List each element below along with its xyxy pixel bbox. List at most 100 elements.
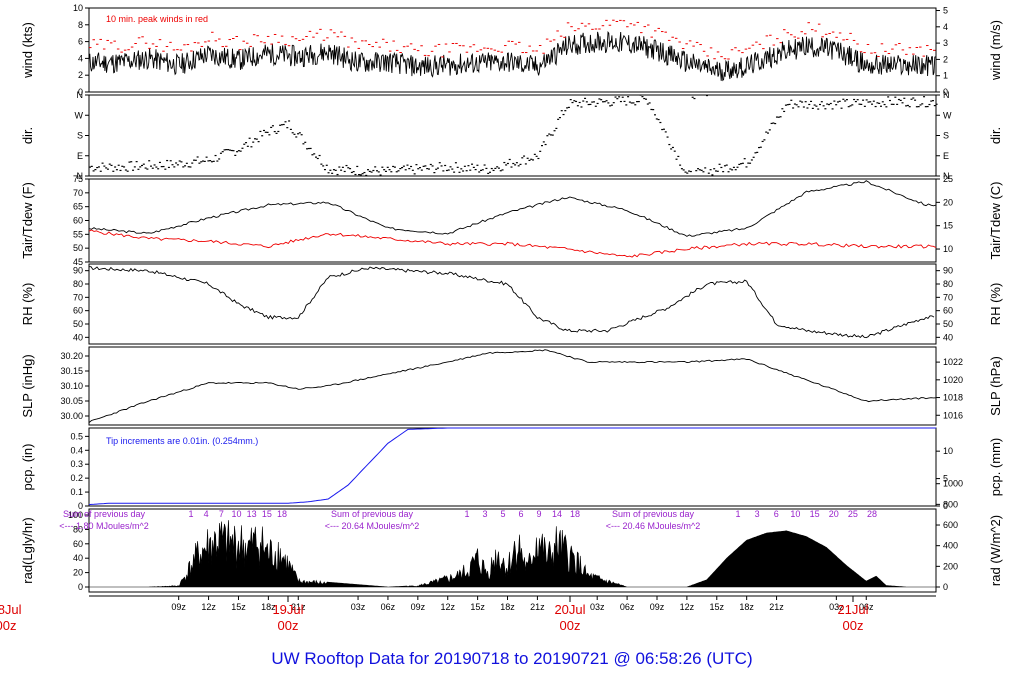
temp-ylabel-left: Tair/Tdew (F) — [20, 182, 35, 259]
dir-right-tick-label: S — [943, 131, 949, 141]
slp-left-tick-label: 30.20 — [60, 351, 83, 361]
temp-right-tick-label: 10 — [943, 244, 953, 254]
pcp-right-tick-label: 5 — [943, 474, 948, 484]
rh-ylabel-left: RH (%) — [20, 283, 35, 326]
sum-previous-day-label: Sum of previous day — [331, 509, 414, 519]
x-tick-label: 03z — [829, 602, 844, 612]
dewpoint-line — [88, 229, 937, 258]
temp-left-tick-label: 65 — [73, 202, 83, 212]
temp-left-tick-label: 70 — [73, 188, 83, 198]
radiation-area — [89, 520, 936, 588]
rh-line — [89, 266, 935, 339]
pressure-line — [88, 349, 937, 423]
x-tick-label: 21z — [530, 602, 545, 612]
x-tick-label: 15z — [710, 602, 725, 612]
rad-left-tick-label: 40 — [73, 553, 83, 563]
temp-right-tick-label: 25 — [943, 174, 953, 184]
dir-left-tick-label: N — [77, 171, 84, 181]
wind-left-tick-label: 10 — [73, 3, 83, 13]
wind-left-tick-label: 2 — [78, 70, 83, 80]
dir-right-tick-label: E — [943, 151, 949, 161]
rad-ylabel-left: rad(Lgly/hr) — [20, 517, 35, 583]
x-tick-label: 09z — [650, 602, 665, 612]
sun-hour-label: 9 — [536, 509, 541, 519]
sun-hour-label: 5 — [500, 509, 505, 519]
slp-ylabel-right: SLP (hPa) — [988, 356, 1003, 416]
sun-hour-label: 15 — [262, 509, 272, 519]
rad-left-tick-label: 20 — [73, 568, 83, 578]
x-tick-label: 18z — [500, 602, 515, 612]
slp-left-tick-label: 30.15 — [60, 366, 83, 376]
day-date-label: 19Jul — [272, 602, 303, 617]
rad-right-tick-label: 600 — [943, 520, 958, 530]
slp-left-tick-label: 30.05 — [60, 396, 83, 406]
dir-right-tick-label: W — [943, 110, 952, 120]
pcp-left-tick-label: 0.4 — [70, 445, 83, 455]
day-date-label: 21Jul — [837, 602, 868, 617]
rh-right-tick-label: 40 — [943, 332, 953, 342]
day-time-label: 00z — [843, 618, 864, 633]
rh-ylabel-right: RH (%) — [988, 283, 1003, 326]
x-tick-label: 12z — [680, 602, 695, 612]
x-tick-label: 09z — [171, 602, 186, 612]
x-tick-label: 09z — [411, 602, 426, 612]
wind-right-tick-label: 2 — [943, 54, 948, 64]
sum-previous-day-value: <--- 1.80 MJoules/m^2 — [59, 521, 149, 531]
rad-left-tick-label: 80 — [73, 524, 83, 534]
wind-speed-line — [88, 31, 936, 82]
pcp-left-tick-label: 0.2 — [70, 473, 83, 483]
rh-right-tick-label: 50 — [943, 319, 953, 329]
x-tick-label: 21z — [291, 602, 306, 612]
temp-left-tick-label: 45 — [73, 257, 83, 267]
rad-right-tick-label: 0 — [943, 582, 948, 592]
rh-left-tick-label: 70 — [73, 292, 83, 302]
x-tick-label: 06z — [620, 602, 635, 612]
x-tick-label: 06z — [859, 602, 874, 612]
sun-hour-label: 28 — [867, 509, 877, 519]
tip-increments-annotation: Tip increments are 0.01in. (0.254mm.) — [106, 436, 258, 446]
rh-right-tick-label: 80 — [943, 279, 953, 289]
day-time-label: 00z — [560, 618, 581, 633]
rh-left-tick-label: 50 — [73, 319, 83, 329]
sum-previous-day-label: Sum of previous day — [63, 509, 146, 519]
sum-previous-day-value: <--- 20.64 MJoules/m^2 — [325, 521, 420, 531]
sun-hour-label: 1 — [735, 509, 740, 519]
x-tick-label: 03z — [351, 602, 366, 612]
wind-left-tick-label: 4 — [78, 53, 83, 63]
rad-right-tick-label: 200 — [943, 561, 958, 571]
sun-hour-label: 13 — [247, 509, 257, 519]
x-tick-label: 15z — [470, 602, 485, 612]
peak-winds-annotation: 10 min. peak winds in red — [106, 14, 208, 24]
dir-left-tick-label: W — [75, 110, 84, 120]
rad-left-tick-label: 100 — [68, 510, 83, 520]
precip-line — [88, 427, 936, 506]
rad-right-tick-label: 1000 — [943, 479, 963, 489]
temp-left-tick-label: 60 — [73, 216, 83, 226]
pcp-right-tick-label: 0 — [943, 501, 948, 511]
x-tick-label: 12z — [201, 602, 216, 612]
day-time-label: 00z — [278, 618, 299, 633]
dir-left-tick-label: N — [77, 90, 84, 100]
pcp-left-tick-label: 0.1 — [70, 487, 83, 497]
slp-right-tick-label: 1022 — [943, 357, 963, 367]
x-tick-label: 12z — [440, 602, 455, 612]
sun-hour-label: 1 — [464, 509, 469, 519]
sum-previous-day-value: <--- 20.46 MJoules/m^2 — [606, 521, 701, 531]
x-tick-label: 18z — [739, 602, 754, 612]
sun-hour-label: 6 — [518, 509, 523, 519]
dir-ylabel-right: dir. — [988, 127, 1003, 144]
temp-right-tick-label: 15 — [943, 221, 953, 231]
pressure-panel-frame — [88, 346, 937, 426]
temp-right-tick-label: 20 — [943, 197, 953, 207]
rad-right-tick-label: 800 — [943, 499, 958, 509]
sum-previous-day-label: Sum of previous day — [612, 509, 695, 519]
sun-hour-label: 6 — [774, 509, 779, 519]
rh-right-tick-label: 60 — [943, 306, 953, 316]
sun-hour-label: 10 — [790, 509, 800, 519]
wind-right-tick-label: 1 — [943, 71, 948, 81]
x-tick-label: 18z — [261, 602, 276, 612]
air-temp-line — [88, 180, 937, 237]
pcp-left-tick-label: 0.5 — [70, 431, 83, 441]
sun-hour-label: 18 — [277, 509, 287, 519]
